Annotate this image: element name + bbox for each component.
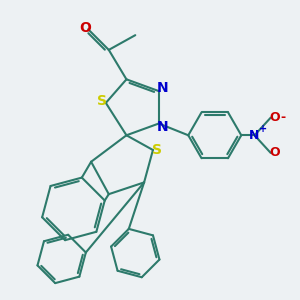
Text: N: N [249, 129, 260, 142]
Text: -: - [280, 111, 286, 124]
Text: +: + [259, 124, 267, 134]
Text: O: O [79, 21, 91, 35]
Text: S: S [152, 143, 162, 157]
Text: N: N [157, 81, 168, 94]
Text: O: O [269, 111, 280, 124]
Text: N: N [157, 120, 168, 134]
Text: O: O [269, 146, 280, 159]
Text: S: S [97, 94, 107, 108]
